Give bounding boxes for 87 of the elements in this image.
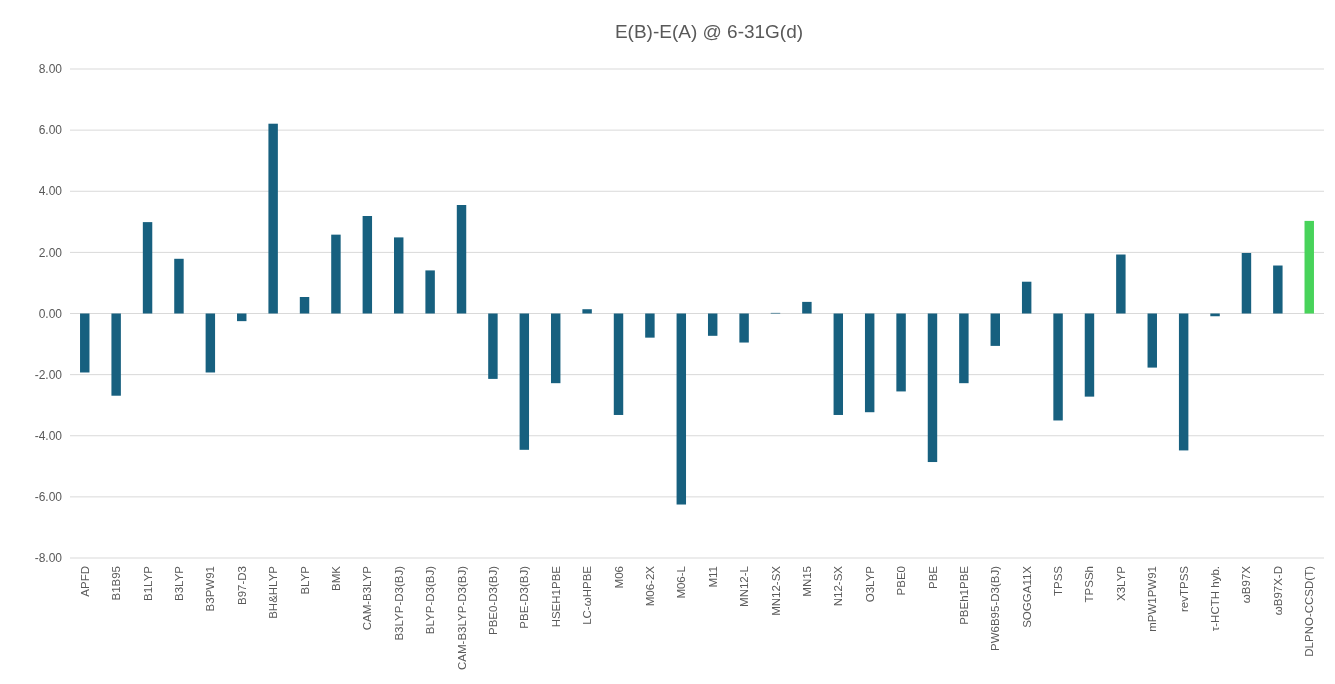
bar	[1241, 252, 1252, 314]
x-tick-label: BMK	[329, 565, 342, 591]
bar	[362, 216, 373, 314]
bar	[613, 313, 624, 415]
x-tick-label: CAM-B3LYP-D3(BJ)	[455, 565, 468, 670]
x-tick-label: MN12-L	[738, 565, 751, 607]
y-tick-label: 6.00	[38, 123, 63, 138]
bar	[927, 313, 938, 463]
x-tick-label: B3LYP-D3(BJ)	[392, 565, 405, 641]
bar	[1273, 265, 1283, 314]
x-tick-label: BH&HLYP	[267, 565, 280, 619]
bar	[394, 237, 404, 314]
x-tick-label: N12-SX	[832, 565, 845, 607]
bar	[488, 313, 498, 379]
x-tick-label: B97-D3	[235, 566, 248, 605]
y-tick-label: -4.00	[34, 428, 63, 443]
x-tick-label: SOGGA11X	[1020, 565, 1033, 628]
bar	[896, 313, 906, 392]
bar	[425, 270, 435, 314]
x-tick-label: τ-HCTH hyb.	[1209, 566, 1222, 632]
bar	[1178, 313, 1189, 451]
bar	[833, 313, 844, 415]
bar	[550, 313, 561, 384]
bar	[707, 313, 718, 336]
x-tick-label: M11	[706, 566, 719, 588]
y-tick-label: 4.00	[38, 184, 63, 199]
x-tick-label: revTPSS	[1177, 565, 1190, 613]
x-tick-label: PBE-D3(BJ)	[518, 565, 531, 629]
x-tick-label: PBE0	[895, 566, 908, 596]
bar	[205, 313, 216, 373]
x-tick-label: X3LYP	[1114, 565, 1127, 601]
x-tick-label: B3LYP	[172, 565, 185, 601]
bar	[268, 123, 278, 314]
x-tick-label: MN12-SX	[769, 565, 782, 616]
bar	[1147, 313, 1157, 368]
bar	[1053, 313, 1063, 421]
bar	[1084, 313, 1095, 397]
x-tick-label: M06	[612, 566, 625, 589]
y-tick-label: 0.00	[38, 306, 63, 321]
x-tick-label: APFD	[78, 566, 91, 597]
x-tick-label: B1LYP	[141, 565, 154, 601]
x-tick-label: PBEh1PBE	[957, 565, 970, 625]
x-tick-label: O3LYP	[863, 565, 876, 603]
bar	[80, 313, 90, 373]
bar	[299, 297, 310, 314]
bar	[864, 313, 875, 413]
y-tick-label: -2.00	[34, 367, 63, 382]
x-tick-label: MN15	[800, 566, 813, 597]
x-tick-label: DLPNO-CCSD(T)	[1303, 565, 1316, 657]
y-tick-label: 8.00	[38, 62, 63, 77]
x-tick-label: PW6B95-D3(BJ)	[989, 565, 1002, 651]
y-tick-label: -6.00	[34, 490, 63, 505]
x-tick-label: BLYP-D3(BJ)	[424, 565, 437, 635]
x-tick-label: PBE	[926, 565, 939, 590]
x-tick-label: mPW1PW91	[1146, 566, 1159, 632]
bar	[1116, 254, 1126, 314]
chart-title: E(B)-E(A) @ 6-31G(d)	[614, 21, 804, 42]
bar	[959, 313, 969, 384]
bar	[1021, 281, 1032, 314]
x-tick-label: PBE0-D3(BJ)	[486, 565, 499, 636]
bar	[802, 301, 812, 314]
x-tick-label: TPSSh	[1083, 566, 1096, 603]
bar	[174, 258, 184, 314]
bar	[676, 313, 687, 505]
bar	[990, 313, 1000, 346]
y-tick-label: 2.00	[38, 245, 63, 260]
x-tick-label: HSEH1PBE	[549, 565, 562, 628]
x-tick-label: B3PW91	[204, 566, 217, 612]
x-tick-label: ωB97X	[1240, 565, 1253, 604]
bar	[456, 205, 467, 314]
bar	[645, 313, 655, 338]
bar	[142, 222, 153, 314]
x-tick-label: TPSS	[1052, 565, 1065, 597]
bar	[1304, 220, 1314, 314]
x-tick-label: M06-2X	[643, 565, 656, 607]
x-tick-label: LC-ωHPBE	[581, 565, 594, 625]
x-tick-label: BLYP	[298, 565, 311, 595]
bar	[739, 313, 749, 343]
bar	[519, 313, 530, 450]
x-tick-label: B1B95	[110, 566, 123, 601]
bar	[331, 234, 341, 314]
bar	[582, 309, 592, 314]
x-tick-label: M06-L	[675, 565, 688, 599]
x-tick-label: ωB97X-D	[1271, 566, 1284, 616]
bar	[111, 313, 121, 396]
x-tick-label: CAM-B3LYP	[361, 565, 374, 631]
y-tick-label: -8.00	[34, 551, 63, 566]
